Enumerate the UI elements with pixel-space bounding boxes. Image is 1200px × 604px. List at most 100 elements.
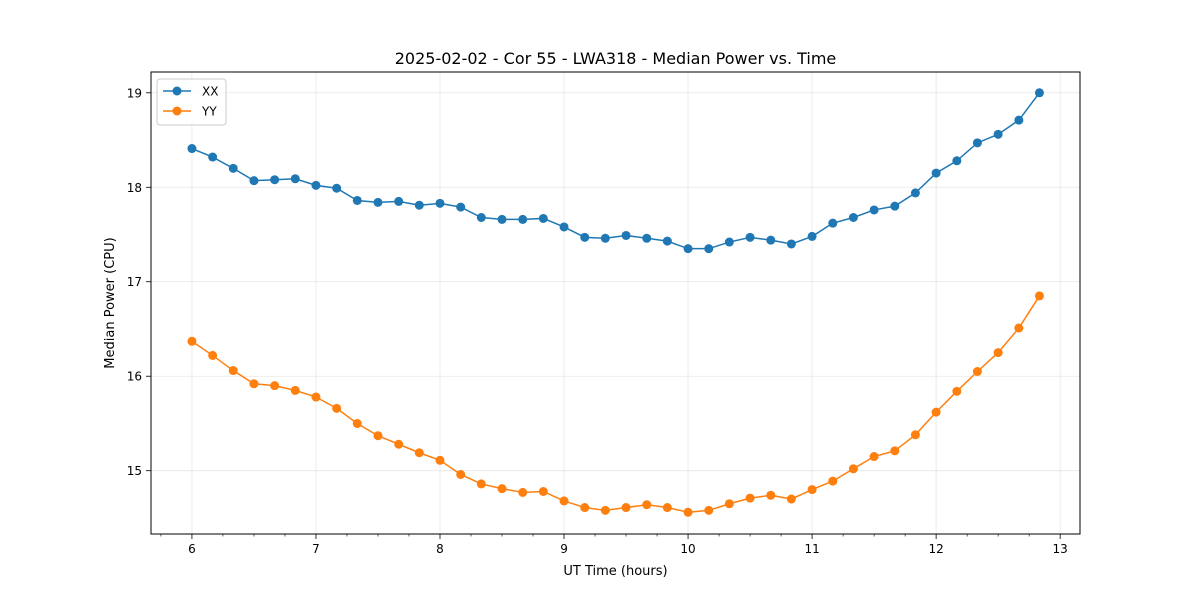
data-point-xx xyxy=(952,156,962,166)
data-point-xx xyxy=(456,202,466,212)
grid xyxy=(151,72,1080,534)
data-point-yy xyxy=(1034,291,1044,301)
legend-label-yy: YY xyxy=(201,105,217,119)
x-tick-label: 9 xyxy=(560,542,568,556)
legend-marker-yy xyxy=(172,106,182,116)
data-point-yy xyxy=(456,469,466,479)
data-point-yy xyxy=(931,407,941,417)
data-point-xx xyxy=(559,222,569,232)
data-point-xx xyxy=(766,235,776,245)
data-point-xx xyxy=(1014,115,1024,125)
data-point-yy xyxy=(704,505,714,515)
data-point-xx xyxy=(786,239,796,249)
data-point-xx xyxy=(497,214,507,224)
data-point-xx xyxy=(993,129,1003,139)
data-point-xx xyxy=(704,244,714,254)
y-tick-label: 15 xyxy=(127,464,142,478)
data-point-yy xyxy=(580,503,590,513)
data-point-yy xyxy=(559,496,569,506)
data-point-xx xyxy=(621,230,631,240)
data-point-xx xyxy=(414,200,424,210)
x-tick-label: 10 xyxy=(680,542,695,556)
x-tick-label: 8 xyxy=(436,542,444,556)
legend-label-xx: XX xyxy=(202,85,218,99)
data-point-xx xyxy=(724,237,734,247)
data-point-xx xyxy=(208,152,218,162)
data-point-yy xyxy=(683,507,693,517)
data-point-yy xyxy=(807,485,817,495)
data-point-xx xyxy=(228,163,238,173)
data-point-xx xyxy=(745,232,755,242)
data-point-yy xyxy=(662,503,672,513)
data-point-yy xyxy=(828,476,838,486)
data-point-yy xyxy=(1014,323,1024,333)
axes-frame xyxy=(150,71,1081,535)
y-tick-label: 17 xyxy=(127,275,142,289)
y-tick-label: 18 xyxy=(127,181,142,195)
data-point-yy xyxy=(311,392,321,402)
y-axis-label: Median Power (CPU) xyxy=(103,237,118,368)
x-tick-label: 11 xyxy=(804,542,819,556)
y-tick-label: 16 xyxy=(127,370,142,384)
data-point-yy xyxy=(228,366,238,376)
data-point-yy xyxy=(786,494,796,504)
data-point-yy xyxy=(373,431,383,441)
data-point-xx xyxy=(662,236,672,246)
chart-title: 2025-02-02 - Cor 55 - LWA318 - Median Po… xyxy=(395,49,837,68)
legend-marker-xx xyxy=(172,86,182,96)
data-point-xx xyxy=(1034,88,1044,98)
data-point-yy xyxy=(600,505,610,515)
data-point-xx xyxy=(290,174,300,184)
data-point-yy xyxy=(414,448,424,458)
data-point-xx xyxy=(600,233,610,243)
x-tick-label: 12 xyxy=(928,542,943,556)
data-point-yy xyxy=(538,486,548,496)
data-point-xx xyxy=(373,197,383,207)
data-point-xx xyxy=(580,232,590,242)
data-point-xx xyxy=(869,205,879,215)
data-point-xx xyxy=(683,244,693,254)
ticks: 6 7 8 9 10 11 12 13 15 16 17 18 19 xyxy=(127,86,1068,556)
data-point-yy xyxy=(952,386,962,396)
data-point-xx xyxy=(394,196,404,206)
x-tick-label: 13 xyxy=(1053,542,1068,556)
data-point-xx xyxy=(311,180,321,190)
data-point-yy xyxy=(910,430,920,440)
data-point-yy xyxy=(518,487,528,497)
x-tick-label: 7 xyxy=(312,542,320,556)
data-point-yy xyxy=(766,490,776,500)
data-point-yy xyxy=(745,493,755,503)
data-point-xx xyxy=(848,212,858,222)
data-point-xx xyxy=(249,176,259,186)
series-group xyxy=(187,88,1044,517)
data-point-xx xyxy=(518,214,528,224)
data-point-yy xyxy=(848,464,858,474)
data-point-xx xyxy=(642,233,652,243)
legend: XX YY xyxy=(156,78,227,126)
data-point-yy xyxy=(352,418,362,428)
data-point-xx xyxy=(931,168,941,178)
data-point-xx xyxy=(332,183,342,193)
data-point-xx xyxy=(435,198,445,208)
data-point-yy xyxy=(993,348,1003,358)
data-point-yy xyxy=(208,350,218,360)
data-point-yy xyxy=(476,479,486,489)
data-point-xx xyxy=(890,201,900,211)
data-point-xx xyxy=(828,218,838,228)
data-point-yy xyxy=(332,403,342,413)
data-point-yy xyxy=(270,381,280,391)
data-point-xx xyxy=(910,188,920,198)
y-tick-label: 19 xyxy=(127,86,142,100)
data-point-xx xyxy=(807,231,817,241)
x-tick-label: 6 xyxy=(188,542,196,556)
data-point-xx xyxy=(352,195,362,205)
data-point-yy xyxy=(890,446,900,456)
data-point-xx xyxy=(187,144,197,154)
data-point-yy xyxy=(972,366,982,376)
x-axis-label: UT Time (hours) xyxy=(563,564,667,579)
data-point-yy xyxy=(249,379,259,389)
data-point-yy xyxy=(187,336,197,346)
data-point-xx xyxy=(538,213,548,223)
data-point-yy xyxy=(642,500,652,510)
